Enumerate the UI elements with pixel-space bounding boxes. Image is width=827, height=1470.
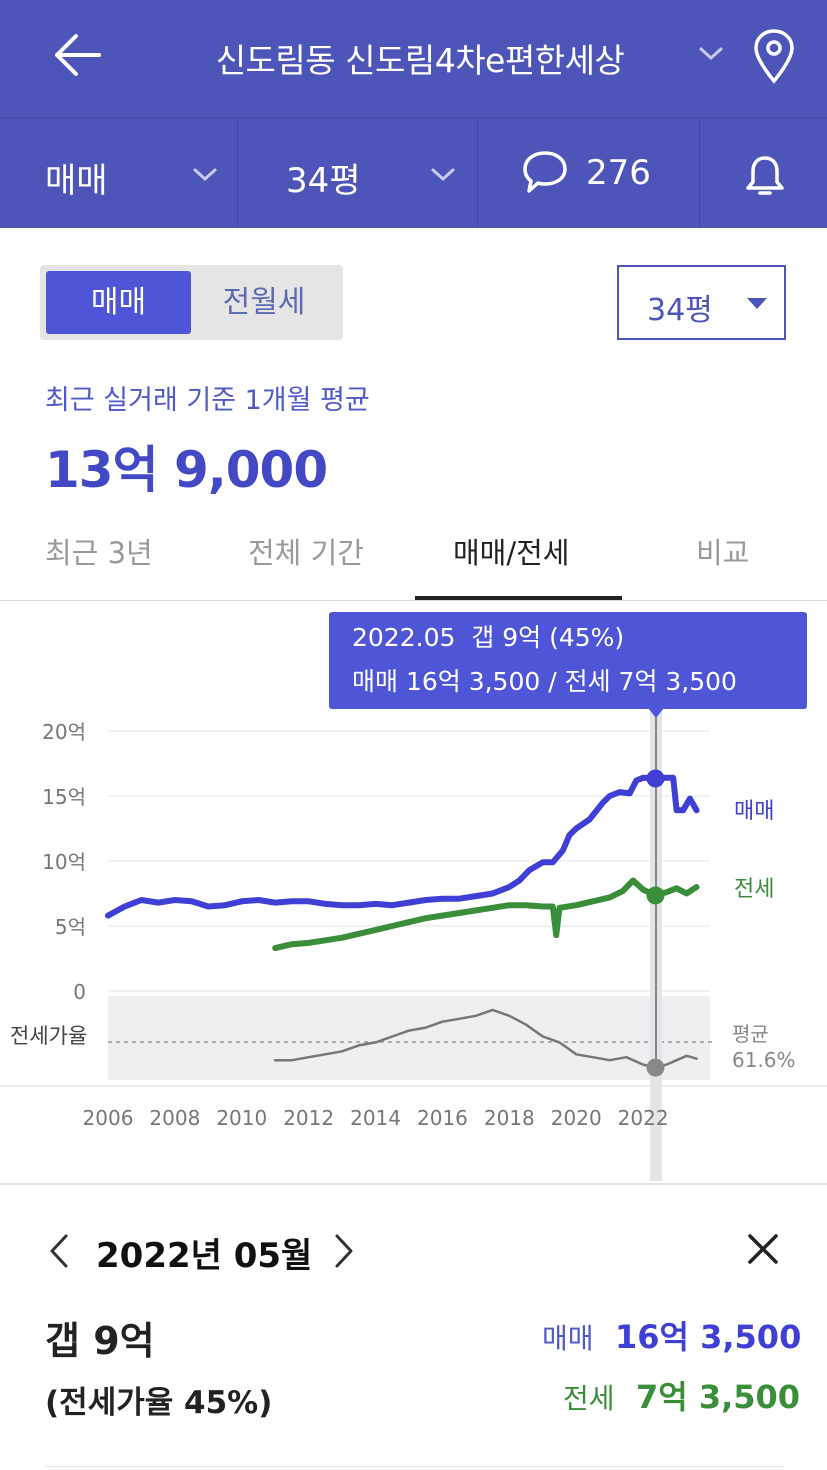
y-tick-label: 10억 (42, 850, 86, 874)
map-pin-icon[interactable] (752, 28, 796, 84)
sale-label: 매매 (542, 1322, 594, 1355)
next-month-icon[interactable] (331, 1233, 357, 1269)
chart-bottom-divider (0, 1183, 827, 1185)
gap-amount: 갭 9억 (45, 1319, 155, 1363)
jeonse-label: 전세 (563, 1382, 615, 1415)
x-tick-label: 2006 (83, 1106, 134, 1130)
chevron-down-icon[interactable] (698, 46, 724, 62)
bell-icon (746, 156, 784, 195)
toggle-sale-button[interactable]: 매매 (46, 271, 191, 334)
sale-value: 16억 3,500 (615, 1318, 802, 1356)
x-tick-label: 2022 (618, 1106, 669, 1130)
speech-bubble-icon (523, 151, 567, 193)
x-tick-label: 2014 (350, 1106, 401, 1130)
series-line-sale (105, 774, 700, 919)
trade-type-dropdown[interactable]: 매매 (0, 119, 238, 228)
selected-month: 2022년 05월 (96, 1236, 313, 1276)
x-tick-label: 2010 (216, 1106, 267, 1130)
ratio-label: 전세가율 (10, 1024, 87, 1048)
trade-type-toggle: 매매 전월세 (40, 265, 343, 340)
y-tick-label: 0 (73, 980, 86, 1004)
caret-down-icon (747, 298, 767, 309)
price-subtitle: 최근 실거래 기준 1개월 평균 (45, 385, 370, 416)
size-select[interactable]: 34평 (617, 265, 786, 340)
average-label: 평균 (732, 1022, 769, 1046)
chevron-down-icon (431, 168, 455, 182)
active-tab-indicator (415, 596, 622, 600)
selected-point-jeonse (646, 886, 665, 905)
notification-button[interactable] (700, 119, 827, 228)
tab-all-period[interactable]: 전체 기간 (248, 536, 364, 570)
jeonse-ratio: (전세가율 45%) (45, 1385, 273, 1421)
x-tick-label: 2020 (551, 1106, 602, 1130)
x-tick-label: 2018 (484, 1106, 535, 1130)
x-tick-label: 2016 (417, 1106, 468, 1130)
y-tick-label: 20억 (42, 720, 86, 744)
header-filter-row: 매매 34평 276 (0, 119, 827, 228)
jeonse-value: 7억 3,500 (636, 1378, 801, 1416)
comment-count: 276 (586, 153, 651, 193)
selected-point-sale (646, 769, 665, 788)
tab-divider (0, 600, 827, 601)
size-dropdown[interactable]: 34평 (238, 119, 478, 228)
y-tick-label: 15억 (42, 785, 86, 809)
selected-point-ratio (646, 1058, 665, 1077)
previous-month-icon[interactable] (46, 1233, 72, 1269)
chart-tooltip: 2022.05 갭 9억 (45%) 매매 16억 3,500 / 전세 7억 … (329, 612, 807, 718)
series-label-jeonse: 전세 (734, 877, 774, 902)
tooltip-line-1: 2022.05 갭 9억 (45%) (352, 623, 624, 652)
footer-divider (45, 1466, 785, 1467)
x-tick-label: 2008 (149, 1106, 200, 1130)
tab-recent-3y[interactable]: 최근 3년 (45, 536, 153, 570)
series-label-sale: 매매 (734, 799, 774, 824)
sale-jeonse-chart[interactable]: 20억 15억 10억 5억 0 2006 2008 2010 2012 2014 2016 201… (0, 601, 827, 1181)
tooltip-line-2: 매매 16억 3,500 / 전세 7억 3,500 (352, 667, 737, 696)
toggle-rent-button[interactable]: 전월세 (222, 285, 306, 320)
size-select-value: 34평 (647, 293, 713, 328)
tab-sale-jeonse[interactable]: 매매/전세 (453, 536, 570, 570)
average-price: 13억 9,000 (45, 441, 328, 499)
y-tick-label: 5억 (55, 915, 86, 939)
back-arrow-icon[interactable] (52, 32, 102, 78)
complex-title[interactable]: 신도림동 신도림4차e편한세상 (215, 41, 625, 80)
close-icon[interactable] (745, 1231, 781, 1267)
size-label: 34평 (286, 161, 361, 201)
x-tick-label: 2012 (283, 1106, 334, 1130)
tab-compare[interactable]: 비교 (696, 536, 750, 570)
app-header: 신도림동 신도림4차e편한세상 매매 34평 276 (0, 0, 827, 228)
comments-button[interactable]: 276 (478, 119, 700, 228)
header-title-row: 신도림동 신도림4차e편한세상 (0, 0, 827, 118)
series-line-jeonse (272, 877, 700, 952)
ratio-band-background (108, 996, 710, 1080)
chevron-down-icon (193, 168, 217, 182)
average-value: 61.6% (732, 1048, 796, 1072)
trade-type-label: 매매 (45, 161, 108, 201)
